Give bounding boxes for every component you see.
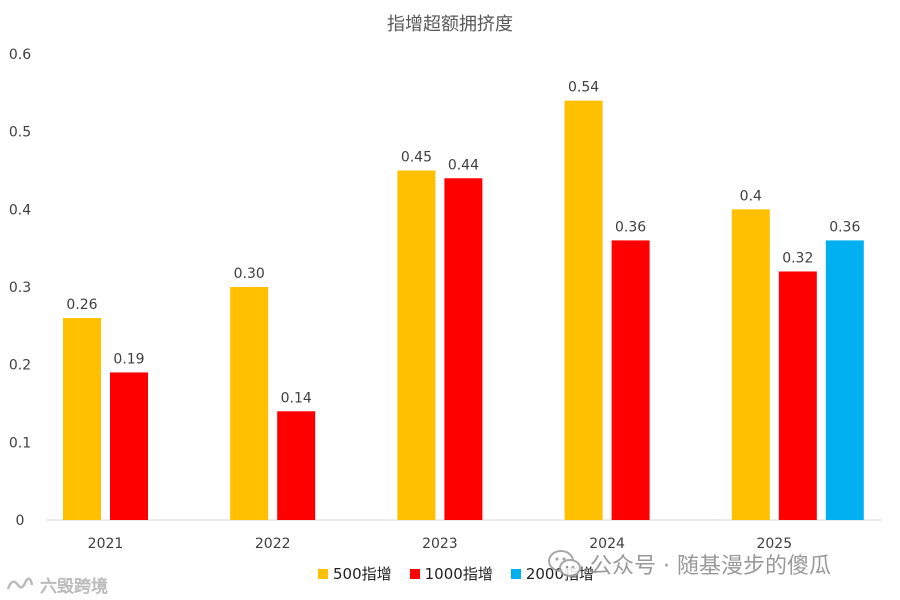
bar-1000指增-2025 xyxy=(778,271,817,520)
bar-1000指增-2023 xyxy=(444,178,483,520)
bar-data-label: 0.30 xyxy=(234,266,265,282)
bar-500指增-2024 xyxy=(564,100,603,520)
bars xyxy=(63,100,864,521)
x-tick-label: 2023 xyxy=(422,536,458,552)
y-tick-label: 0.2 xyxy=(9,358,31,374)
y-tick-label: 0.3 xyxy=(9,280,31,296)
legend-swatch xyxy=(409,568,420,579)
bar-data-label: 0.4 xyxy=(740,188,762,204)
wechat-watermark: 公众号 · 随基漫步的傻瓜 xyxy=(548,548,831,580)
site-watermark-text: 六毁跨境 xyxy=(40,577,108,597)
y-tick-label: 0.4 xyxy=(9,202,31,218)
bar-data-label: 0.36 xyxy=(615,219,646,235)
legend-item: 1000指增 xyxy=(409,563,493,584)
logo-icon xyxy=(6,577,34,589)
bar-data-label: 0.26 xyxy=(66,297,97,313)
bar-data-label: 0.19 xyxy=(113,351,144,367)
y-tick-label: 0 xyxy=(16,513,25,529)
bar-1000指增-2024 xyxy=(611,240,650,520)
y-tick-label: 0.5 xyxy=(9,125,31,141)
x-tick-label: 2021 xyxy=(88,536,124,552)
bar-2000指增-2025 xyxy=(825,240,864,520)
bar-data-label: 0.32 xyxy=(782,250,813,266)
x-tick-label: 2024 xyxy=(589,536,625,552)
y-axis: 0 0.1 0.2 0.3 0.4 0.5 0.6 xyxy=(9,47,31,529)
site-watermark: 六毁跨境 xyxy=(6,572,108,597)
legend-label: 500指增 xyxy=(333,565,392,583)
bar-data-label: 0.54 xyxy=(568,80,599,96)
legend-swatch xyxy=(510,568,521,579)
legend-swatch xyxy=(318,568,328,579)
bar-data-label: 0.45 xyxy=(401,150,432,166)
bar-data-label: 0.36 xyxy=(829,219,860,235)
bar-1000指增-2021 xyxy=(110,372,148,520)
wechat-watermark-text: 公众号 · 随基漫步的傻瓜 xyxy=(590,554,831,579)
bar-1000指增-2022 xyxy=(277,411,316,520)
bar-labels: 0.26 0.19 0.30 0.14 0.45 0.44 0.54 0.36 0.4 0.32 0… xyxy=(66,80,860,407)
legend-item: 500指增 xyxy=(318,563,392,584)
bar-data-label: 0.44 xyxy=(448,157,479,173)
chart-title: 指增超额拥挤度 xyxy=(387,14,513,35)
bar-data-label: 0.14 xyxy=(281,390,312,406)
bar-500指增-2022 xyxy=(230,287,269,520)
bar-500指增-2025 xyxy=(731,209,770,521)
legend-label: 1000指增 xyxy=(424,565,493,583)
x-tick-label: 2025 xyxy=(756,536,792,552)
y-tick-label: 0.1 xyxy=(9,435,31,451)
y-tick-label: 0.6 xyxy=(9,47,31,63)
wechat-icon xyxy=(548,550,581,577)
bar-500指增-2023 xyxy=(397,170,436,520)
x-tick-label: 2022 xyxy=(255,536,291,552)
legend: 500指增 1000指增 2000指增 xyxy=(318,563,594,584)
bar-500指增-2021 xyxy=(63,318,101,520)
